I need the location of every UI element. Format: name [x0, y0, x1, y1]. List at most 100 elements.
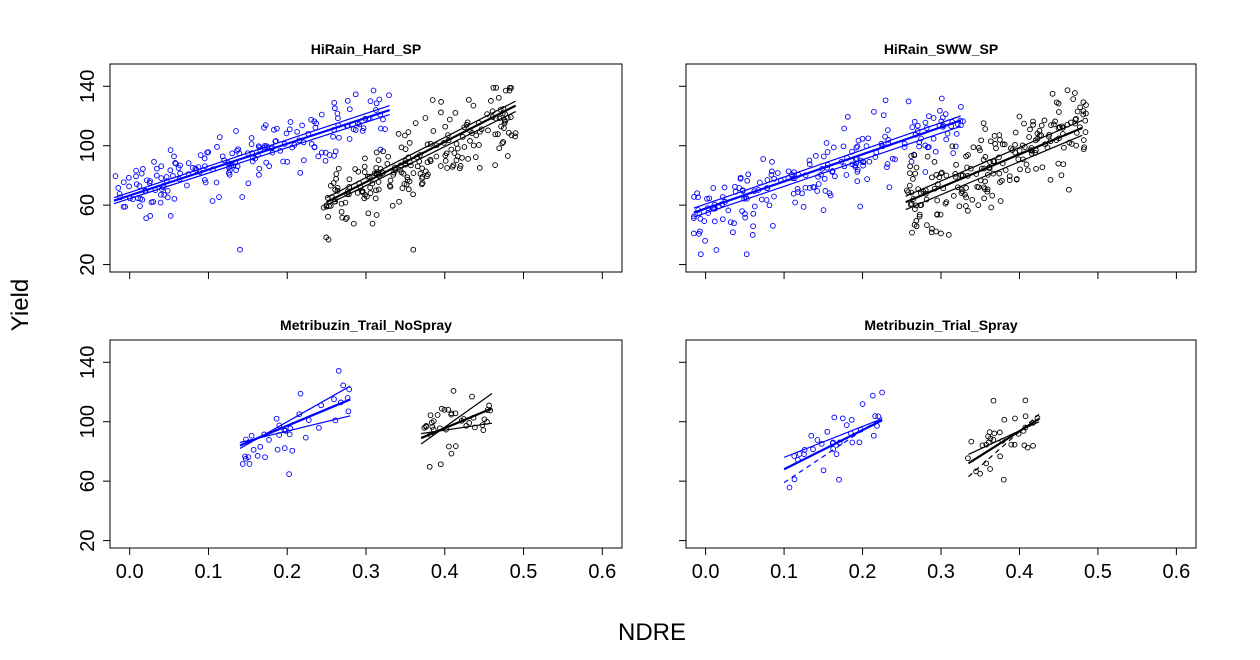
data-point — [984, 172, 991, 178]
data-point — [441, 406, 448, 413]
data-point — [133, 181, 140, 188]
data-point — [171, 153, 177, 160]
data-point — [955, 184, 961, 191]
data-point — [448, 146, 455, 153]
data-point — [952, 143, 959, 150]
data-point — [853, 144, 860, 151]
data-point — [364, 193, 370, 200]
data-point — [201, 155, 208, 162]
data-point — [1028, 150, 1035, 157]
data-point — [1052, 118, 1058, 125]
data-point — [406, 140, 413, 146]
data-point — [143, 215, 150, 222]
data-point — [1048, 122, 1054, 128]
data-point — [886, 184, 893, 191]
data-point — [1021, 120, 1027, 127]
data-point — [336, 134, 342, 141]
data-point — [907, 170, 913, 177]
data-point — [916, 143, 922, 150]
data-point — [216, 194, 222, 200]
data-point — [438, 405, 445, 412]
data-point — [750, 223, 756, 230]
fit-line — [421, 422, 493, 435]
fit-line — [905, 134, 1083, 211]
data-point — [1006, 177, 1013, 183]
data-point — [495, 94, 502, 101]
data-point — [695, 194, 701, 201]
data-point — [1032, 137, 1039, 144]
data-point — [289, 447, 296, 454]
data-point — [977, 470, 983, 477]
data-point — [153, 172, 160, 179]
series-1 — [690, 95, 966, 258]
data-point — [939, 169, 945, 176]
data-point — [814, 188, 821, 194]
data-point — [417, 170, 424, 177]
data-point — [965, 455, 971, 462]
data-point — [943, 199, 950, 205]
data-point — [830, 144, 837, 151]
data-point — [365, 210, 372, 217]
data-point — [1030, 118, 1036, 125]
data-point — [318, 111, 325, 118]
data-point — [463, 422, 470, 429]
data-point — [1082, 129, 1089, 135]
x-tick-label: 0.5 — [510, 561, 538, 583]
fit-line — [326, 100, 516, 199]
data-point — [970, 144, 977, 151]
data-point — [433, 153, 440, 160]
fit-line — [420, 407, 493, 440]
data-point — [916, 213, 923, 220]
data-point — [352, 166, 359, 172]
data-point — [991, 133, 998, 139]
data-point — [771, 175, 778, 182]
data-point — [929, 174, 935, 181]
data-point — [335, 368, 342, 374]
data-point — [302, 434, 309, 441]
data-point — [442, 123, 449, 130]
data-point — [984, 188, 991, 195]
data-point — [1023, 161, 1030, 168]
data-point — [120, 179, 127, 186]
fit-line — [113, 113, 390, 205]
data-point — [953, 161, 959, 168]
data-point — [490, 84, 497, 91]
data-point — [287, 119, 294, 125]
data-point — [933, 228, 939, 235]
data-point — [338, 200, 345, 207]
data-point — [219, 153, 226, 160]
data-point — [909, 229, 915, 236]
data-point — [1030, 121, 1036, 128]
data-point — [262, 122, 269, 128]
data-point — [473, 132, 480, 139]
fit-line — [326, 104, 517, 204]
data-point — [760, 156, 767, 162]
data-point — [115, 185, 122, 191]
data-point — [452, 109, 459, 116]
data-point — [1053, 99, 1060, 106]
data-point — [406, 178, 413, 185]
data-point — [953, 131, 960, 137]
data-point — [1055, 160, 1062, 167]
data-point — [1049, 90, 1056, 97]
data-point — [721, 184, 728, 191]
data-point — [133, 173, 139, 180]
data-point — [280, 158, 286, 165]
data-point — [1082, 117, 1089, 124]
data-point — [150, 198, 157, 205]
data-point — [459, 154, 465, 161]
data-point — [350, 126, 357, 133]
data-point — [472, 424, 478, 431]
data-point — [794, 186, 801, 192]
data-point — [771, 193, 777, 200]
data-point — [346, 106, 353, 113]
data-point — [424, 159, 431, 166]
data-point — [912, 206, 918, 212]
series-1 — [239, 368, 353, 477]
data-point — [137, 195, 144, 202]
data-point — [824, 428, 831, 435]
data-point — [450, 162, 457, 169]
data-point — [925, 144, 932, 150]
data-point — [229, 150, 236, 157]
data-point — [1022, 413, 1029, 420]
